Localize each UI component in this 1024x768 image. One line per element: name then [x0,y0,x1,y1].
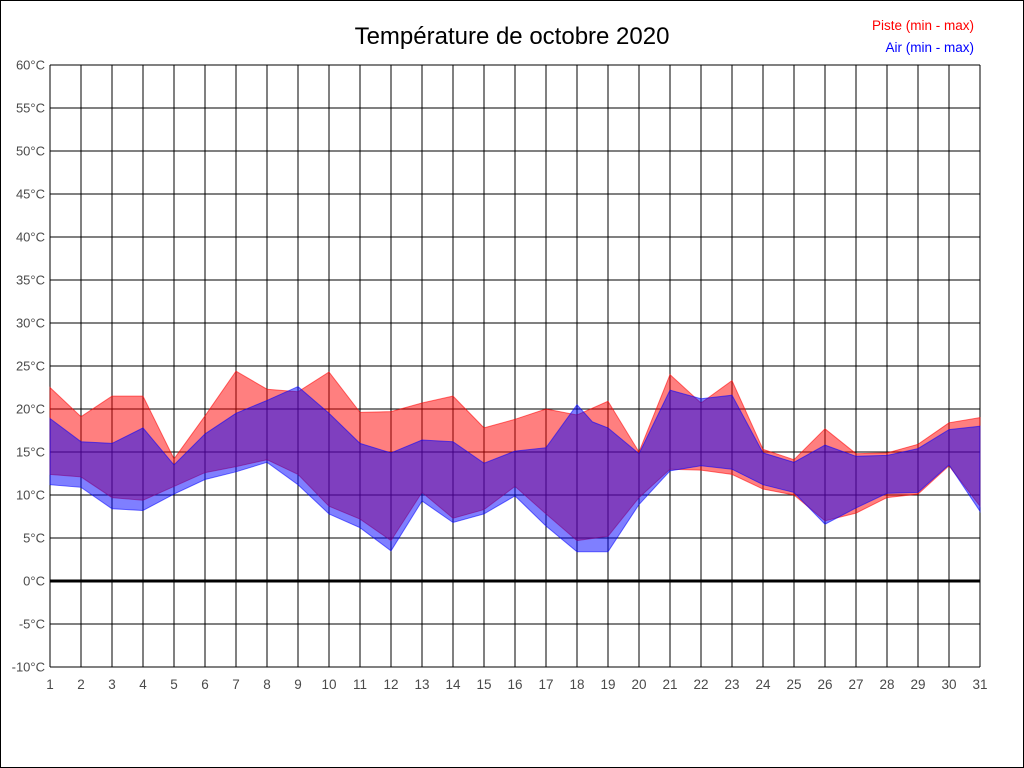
svg-text:45°C: 45°C [16,187,45,202]
svg-text:4: 4 [139,677,147,692]
svg-text:10°C: 10°C [16,488,45,503]
svg-text:16: 16 [507,677,522,692]
svg-text:7: 7 [232,677,240,692]
chart-title: Température de octobre 2020 [354,23,670,50]
svg-text:50°C: 50°C [16,144,45,159]
svg-text:-5°C: -5°C [19,617,45,632]
chart-legend: Piste (min - max) Air (min - max) [872,15,974,59]
svg-text:5: 5 [170,677,178,692]
svg-text:24: 24 [755,677,771,692]
svg-text:55°C: 55°C [16,101,45,116]
svg-text:18: 18 [569,677,584,692]
svg-text:26: 26 [817,677,832,692]
svg-text:21: 21 [662,677,677,692]
svg-text:22: 22 [693,677,708,692]
svg-text:5°C: 5°C [23,531,45,546]
svg-text:60°C: 60°C [16,58,45,73]
svg-text:30: 30 [941,677,956,692]
svg-text:27: 27 [848,677,863,692]
svg-text:17: 17 [538,677,553,692]
svg-text:13: 13 [414,677,429,692]
svg-text:10: 10 [321,677,336,692]
svg-text:30°C: 30°C [16,316,45,331]
legend-air-label: Air (min - max) [885,40,975,55]
svg-text:14: 14 [445,677,461,692]
svg-text:29: 29 [910,677,925,692]
svg-text:0°C: 0°C [23,574,45,589]
svg-text:-10°C: -10°C [12,660,45,675]
svg-text:20°C: 20°C [16,402,45,417]
legend-piste-label: Piste (min - max) [871,18,974,33]
svg-text:23: 23 [724,677,739,692]
svg-text:2: 2 [77,677,85,692]
svg-text:28: 28 [879,677,894,692]
svg-text:9: 9 [294,677,302,692]
svg-text:15°C: 15°C [16,445,45,460]
svg-text:25°C: 25°C [16,359,45,374]
svg-text:19: 19 [600,677,615,692]
svg-text:15: 15 [476,677,491,692]
svg-text:12: 12 [383,677,398,692]
svg-text:20: 20 [631,677,646,692]
svg-text:35°C: 35°C [16,273,45,288]
svg-text:40°C: 40°C [16,230,45,245]
svg-text:25: 25 [786,677,801,692]
svg-text:1: 1 [46,677,54,692]
svg-text:8: 8 [263,677,271,692]
svg-text:31: 31 [972,677,987,692]
svg-text:6: 6 [201,677,209,692]
svg-text:3: 3 [108,677,116,692]
svg-text:11: 11 [353,677,367,692]
